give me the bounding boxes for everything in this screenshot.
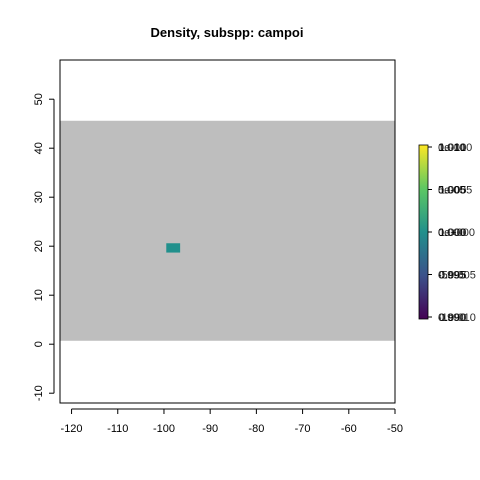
- heatmap-cell: [166, 243, 181, 253]
- colorbar-tick-label: 0e+000: [438, 227, 475, 239]
- y-tick-label: 20: [33, 240, 45, 252]
- colorbar-tick-label: -1e-010: [438, 312, 476, 324]
- x-tick-label: -120: [61, 423, 83, 435]
- y-tick-label: 50: [33, 93, 45, 105]
- x-tick-label: -100: [153, 423, 175, 435]
- colorbar-tick-label: 0.010: [438, 142, 466, 154]
- y-axis: -10 0 10 20 30 40 50: [33, 93, 55, 401]
- colorbar-legend: 1e-0100.0101.0105e-0050.0051.0050e+0000.…: [418, 142, 476, 324]
- colorbar-tick-label: 0.990: [439, 312, 467, 324]
- plot-panel: [59, 59, 396, 404]
- y-tick-label: 40: [33, 142, 45, 154]
- colorbar-tick-label: 0.990: [438, 312, 466, 324]
- colorbar-tick-label: 1.010: [439, 142, 467, 154]
- x-tick-label: -60: [341, 423, 357, 435]
- chart-title: Density, subspp: campoi: [151, 25, 304, 40]
- x-tick-label: -110: [107, 423, 128, 435]
- y-tick-label: 10: [33, 289, 45, 301]
- plot-frame: [59, 59, 396, 404]
- x-tick-label: -50: [387, 423, 403, 435]
- x-tick-label: -90: [202, 423, 218, 435]
- colorbar-tick-label: 0.995: [438, 270, 466, 282]
- x-tick-label: -80: [248, 423, 264, 435]
- x-tick-label: -70: [295, 423, 311, 435]
- na-region: [60, 120, 395, 341]
- y-tick-label: 30: [33, 191, 45, 203]
- y-tick-label: -10: [33, 385, 45, 401]
- x-axis: -120 -110 -100 -90 -80 -70 -60 -50: [61, 408, 403, 435]
- colorbar-tick-label: 5e-005: [438, 185, 472, 197]
- colorbar-tick-label: 1.005: [439, 185, 467, 197]
- colorbar-tick-label: 0.995: [439, 270, 467, 282]
- colorbar-tick-label: 1.000: [439, 227, 467, 239]
- colorbar-tick-label: 1e-010: [438, 142, 472, 154]
- y-tick-label: 0: [33, 341, 45, 347]
- colorbar-tick-label: 0.000: [438, 227, 466, 239]
- colorbar-tick-label: -5e-005: [438, 270, 476, 282]
- colorbar-bar: [418, 144, 429, 320]
- colorbar-tick-label: 0.005: [438, 185, 466, 197]
